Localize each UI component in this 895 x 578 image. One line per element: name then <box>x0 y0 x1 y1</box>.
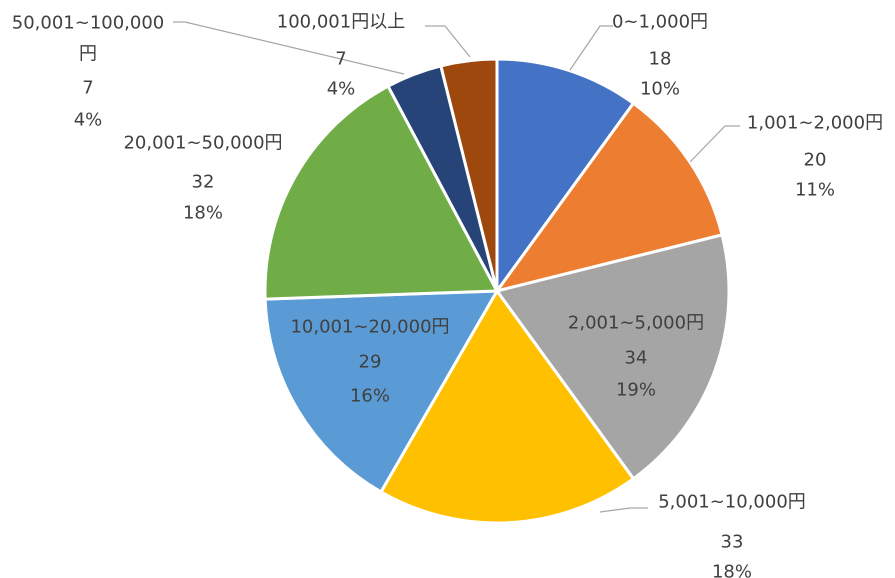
leader-line-7 <box>173 21 405 75</box>
leader-lines <box>173 21 740 513</box>
pie-slices <box>263 57 731 525</box>
value-label-4: 33 <box>721 532 744 553</box>
leader-line-8 <box>425 25 471 58</box>
category-label-cont-7: 円 <box>79 44 97 65</box>
pie-slice-6 <box>263 84 499 301</box>
value-label-5: 29 <box>359 352 382 373</box>
category-label-1: 0~1,000円 <box>612 12 708 33</box>
value-label-6: 32 <box>192 172 215 193</box>
value-label-7: 7 <box>82 78 93 99</box>
percent-label-7: 4% <box>74 110 103 131</box>
value-label-3: 34 <box>625 348 648 369</box>
pie-slice-8 <box>439 57 499 293</box>
category-label-3: 2,001~5,000円 <box>568 313 704 334</box>
percent-label-2: 11% <box>795 180 835 201</box>
leader-line-2 <box>689 125 740 163</box>
pie-slice-3 <box>495 233 731 481</box>
category-label-2: 1,001~2,000円 <box>747 113 883 134</box>
pie-slice-2 <box>495 101 724 293</box>
pie-slice-5 <box>263 289 499 494</box>
percent-label-4: 18% <box>712 562 752 578</box>
pie-slice-1 <box>495 57 635 293</box>
percent-label-1: 10% <box>640 79 680 100</box>
category-label-4: 5,001~10,000円 <box>658 492 806 513</box>
category-label-5: 10,001~20,000円 <box>290 317 449 338</box>
category-label-7: 50,001~100,000 <box>12 13 165 34</box>
percent-label-8: 4% <box>327 79 356 100</box>
category-label-6: 20,001~50,000円 <box>123 133 282 154</box>
category-label-8: 100,001円以上 <box>277 12 405 33</box>
percent-label-3: 19% <box>616 380 656 401</box>
data-labels: 0~1,000円 18 10% 1,001~2,000円 20 11% 2,001~5,00… <box>12 12 883 578</box>
pie-slice-4 <box>379 289 635 525</box>
value-label-2: 20 <box>804 150 827 171</box>
percent-label-5: 16% <box>350 386 390 407</box>
value-label-8: 7 <box>335 49 346 70</box>
leader-line-4 <box>599 507 648 513</box>
percent-label-6: 18% <box>183 203 223 224</box>
value-label-1: 18 <box>649 49 672 70</box>
leader-line-1 <box>569 25 613 71</box>
